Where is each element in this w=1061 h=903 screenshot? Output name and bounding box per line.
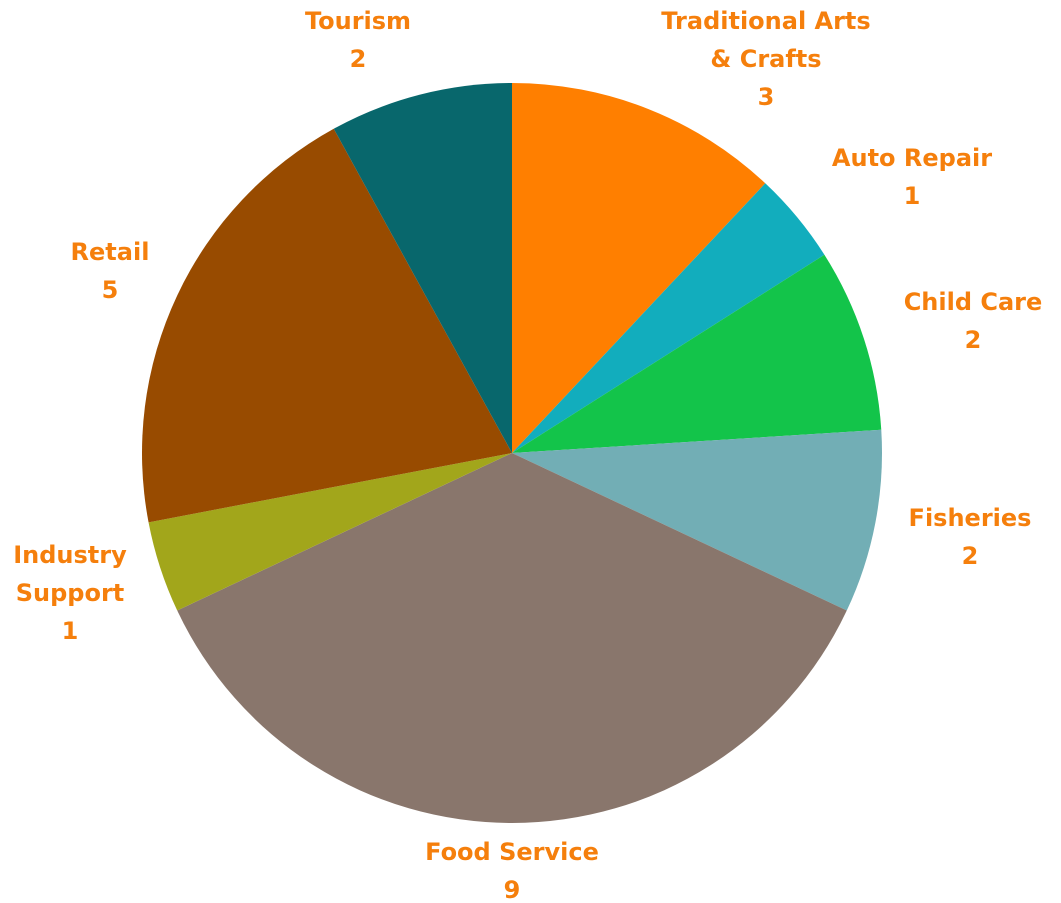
value-label: 3 [757, 83, 775, 111]
category-label: Auto Repair [831, 144, 993, 172]
pie-slice [512, 429, 882, 611]
slice-label: Fisheries 2 [890, 499, 1050, 575]
slice-label: Auto Repair 1 [812, 139, 1012, 215]
category-label: Food Service [425, 838, 599, 866]
value-label: 2 [961, 542, 979, 570]
category-label: Traditional Arts & Crafts [661, 7, 871, 73]
pie-slice [333, 83, 512, 453]
slice-label: Food Service 9 [382, 833, 642, 903]
category-label: Retail [70, 238, 150, 266]
pie-slice [512, 183, 825, 453]
category-label: Industry Support [13, 541, 127, 607]
category-label: Fisheries [908, 504, 1032, 532]
value-label: 1 [903, 182, 921, 210]
slice-label: Retail 5 [50, 233, 170, 309]
category-label: Child Care [903, 288, 1043, 316]
slice-label: Industry Support 1 [0, 536, 140, 650]
value-label: 5 [101, 276, 119, 304]
slice-label: Tourism 2 [278, 2, 438, 78]
slice-label: Child Care 2 [883, 283, 1061, 359]
slice-label: Traditional Arts & Crafts 3 [656, 2, 876, 116]
value-label: 9 [503, 876, 521, 903]
pie-slice [148, 453, 512, 611]
value-label: 2 [349, 45, 367, 73]
category-label: Tourism [304, 7, 412, 35]
pie-slice [177, 453, 847, 824]
value-label: 1 [61, 617, 79, 645]
pie-slice [512, 254, 882, 453]
pie-slice [512, 83, 766, 453]
value-label: 2 [964, 326, 982, 354]
pie-slice [141, 128, 512, 523]
